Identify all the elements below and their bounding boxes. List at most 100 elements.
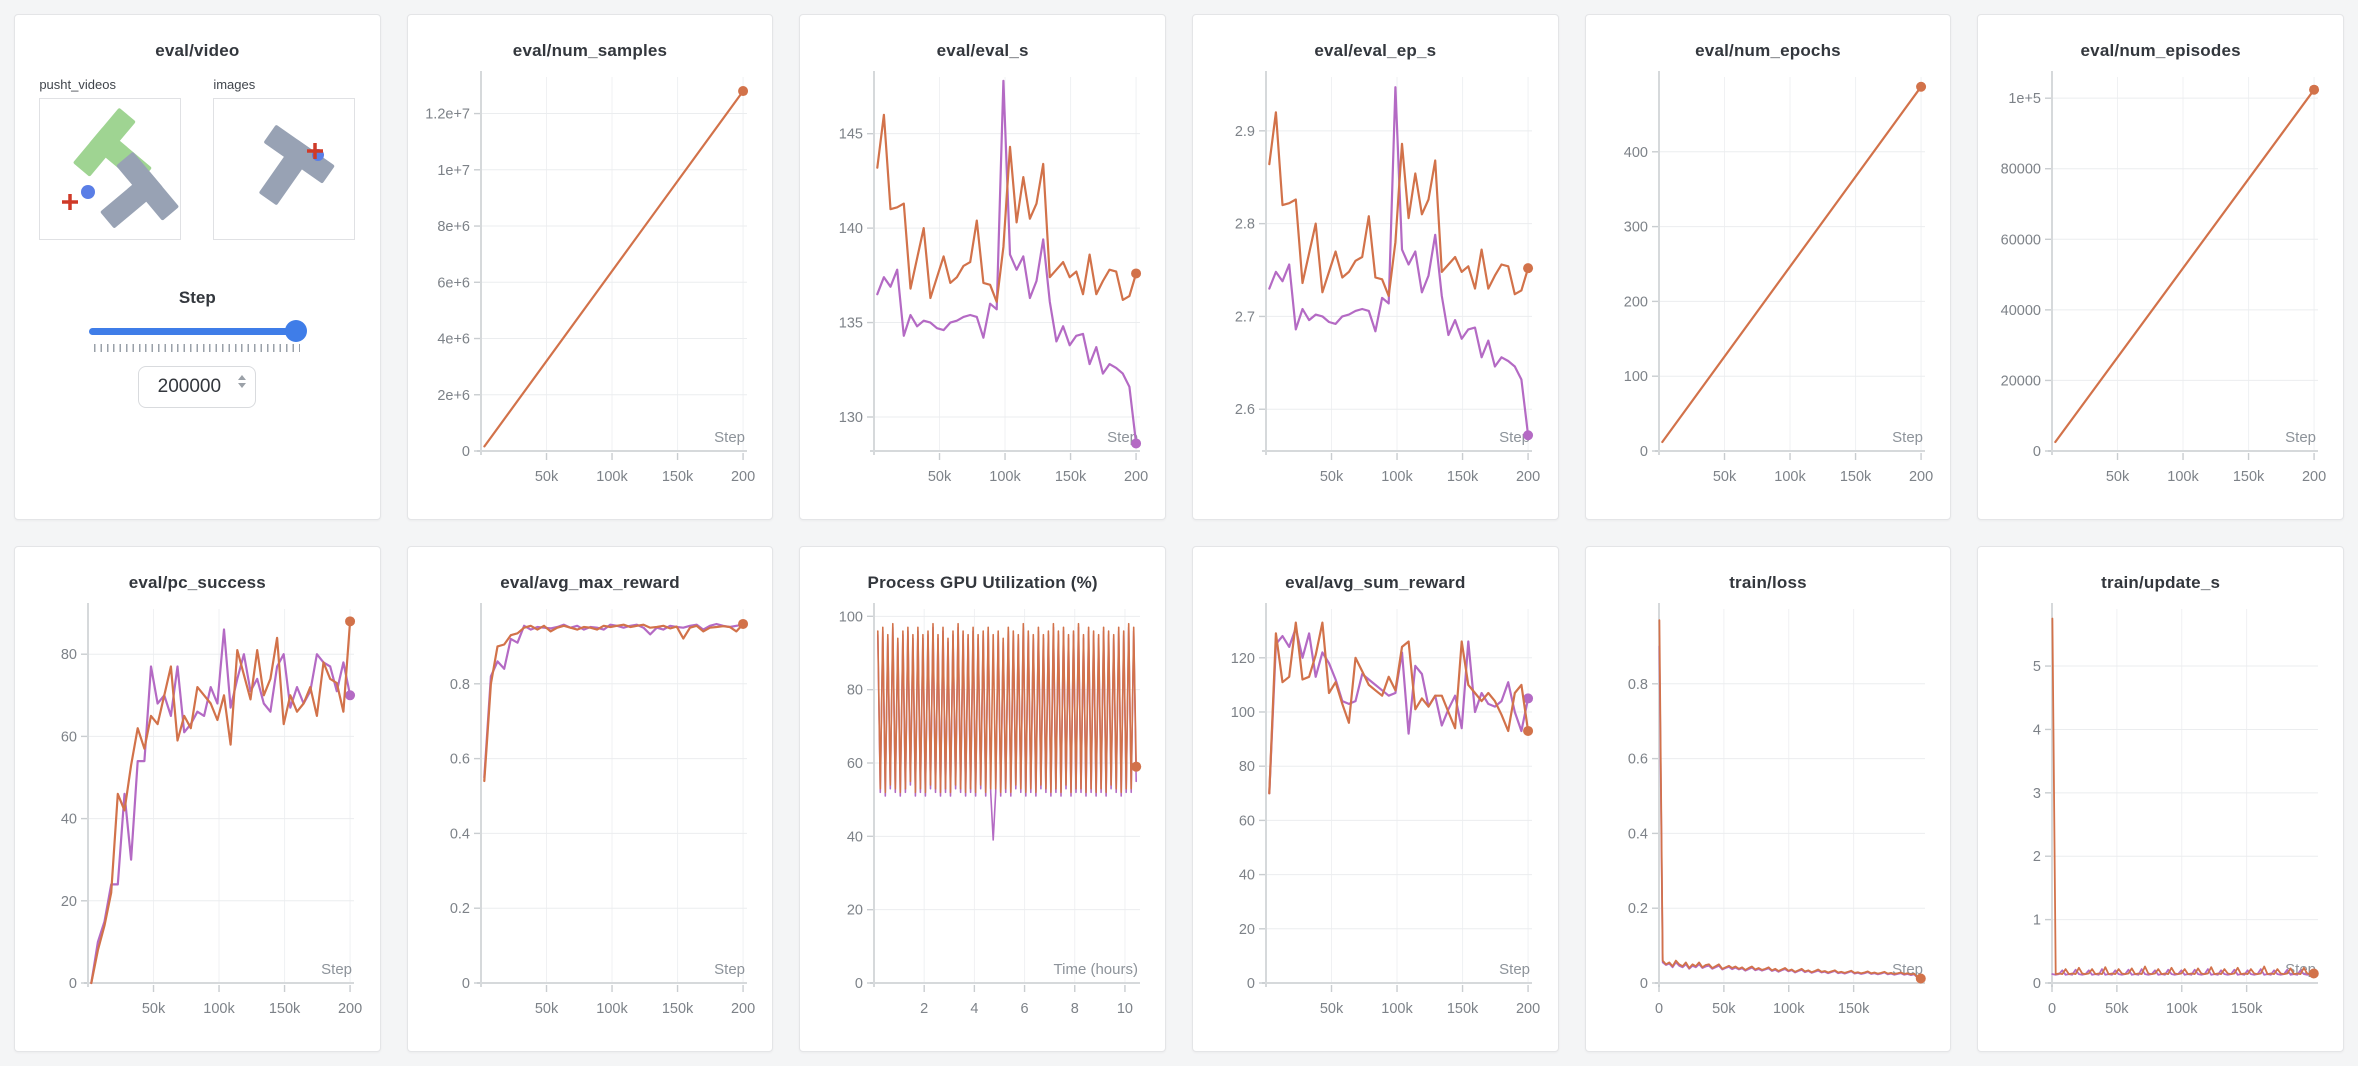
x-tick-label: 50k [1320,469,1344,485]
y-tick-label: 4 [2033,722,2041,738]
panel-title: eval/num_samples [512,41,668,60]
x-axis-title: Step [714,961,745,978]
series-end-dot [1916,81,1927,92]
series-purple [1268,626,1530,795]
chart-eval-num-episodes[interactable]: 0 20000 40000 60000 80000 1e+5 50k 100k 150k 200 S… [1990,65,2332,501]
series-orange [90,620,352,985]
y-tick-label: 1 [2033,913,2041,929]
series-end-dot [345,616,356,627]
chart-eval-num-samples[interactable]: 0 2e+6 4e+6 6e+6 8e+6 1e+7 1.2e+7 50k 100k 150k 20… [419,65,761,501]
chart-eval-eval-ep-s[interactable]: 2.6 2.7 2.8 2.9 50k 100k 150k 200 Step [1204,65,1546,501]
series-end-dot [1130,268,1141,279]
series-end-dot [1130,438,1141,449]
series-end-dot [738,618,749,629]
series-orange [876,622,1137,794]
x-tick-label: 150k [269,1001,301,1017]
panel-title: Process GPU Utilization (%) [867,573,1098,592]
x-tick-label: 150k [662,469,694,485]
y-tick-label: 6e+6 [437,275,470,291]
chart-eval-avg-sum-reward[interactable]: 0 20 40 60 80 100 120 50k 100k 150k 200 Step [1204,597,1546,1033]
y-tick-label: 60000 [2000,232,2040,248]
x-tick-label: 50k [1712,1001,1736,1017]
series-end-dot [1523,430,1534,441]
chart-eval-num-epochs[interactable]: 0 100 200 300 400 50k 100k 150k 200 Step [1597,65,1939,501]
x-tick-label: 50k [535,1001,559,1017]
x-axis-title: Step [2285,429,2316,446]
x-tick-label: 150k [1054,469,1086,485]
y-tick-label: 145 [838,127,862,143]
x-tick-label: 150k [2231,1001,2263,1017]
y-tick-label: 100 [838,609,862,625]
y-tick-label: 0.2 [450,901,470,917]
y-tick-label: 100 [1624,369,1648,385]
step-decrement-button[interactable] [238,383,247,388]
y-tick-label: 0 [1640,444,1648,460]
y-tick-label: 80 [1239,759,1255,775]
panel-eval-avg-max-reward: eval/avg_max_reward 0 0.2 0.4 0.6 0.8 50k 100k 1… [406,546,774,1052]
step-value-input[interactable] [138,366,257,408]
panel-title: eval/num_epochs [1695,41,1841,60]
x-tick-label: 150k [2232,469,2264,485]
media-item-images: images [213,77,356,240]
x-tick-label: 0 [1655,1001,1663,1017]
y-tick-label: 200 [1624,294,1648,310]
y-tick-label: 3 [2033,786,2041,802]
x-tick-label: 10 [1117,1001,1133,1017]
y-tick-label: 60 [1239,813,1255,829]
y-tick-label: 1.2e+7 [425,107,470,123]
panel-title: train/loss [1729,573,1807,592]
x-tick-label: 50k [1713,469,1737,485]
series-end-dot [1523,693,1534,704]
x-tick-label: 200 [1516,1001,1540,1017]
y-tick-label: 400 [1624,145,1648,161]
chart-eval-avg-max-reward[interactable]: 0 0.2 0.4 0.6 0.8 50k 100k 150k 200 Step [419,597,761,1033]
x-tick-label: 200 [338,1001,362,1017]
panel-train-loss: train/loss 0 0.2 0.4 0.6 0.8 0 50k 100k 150k Step [1584,546,1952,1052]
chart-eval-eval-s[interactable]: 130 135 140 145 50k 100k 150k 200 Step [812,65,1154,501]
x-axis-title: Time (hours) [1053,961,1137,978]
pusht-video-thumbnail[interactable] [39,98,182,240]
x-tick-label: 200 [2302,469,2326,485]
step-increment-button[interactable] [238,375,247,380]
y-tick-label: 0.6 [450,752,470,768]
series-end-dot [345,690,356,701]
x-tick-label: 6 [1020,1001,1028,1017]
y-tick-label: 4e+6 [437,332,470,348]
series-end-dot [1523,725,1534,736]
x-tick-label: 4 [970,1001,978,1017]
series-purple [875,79,1137,445]
media-item-pusht-videos: pusht_videos [39,77,182,240]
images-thumbnail[interactable] [213,98,356,240]
y-tick-label: 2.7 [1235,309,1255,325]
x-tick-label: 150k [1838,1001,1870,1017]
x-axis-title: Step [321,961,352,978]
y-tick-label: 100 [1231,705,1255,721]
series-purple [483,622,745,779]
y-tick-label: 1e+5 [2008,91,2041,107]
x-tick-label: 150k [662,1001,694,1017]
series-orange [1268,111,1530,298]
y-tick-label: 20 [61,894,77,910]
x-tick-label: 50k [2105,1001,2129,1017]
step-slider[interactable] [89,320,308,342]
y-tick-label: 0 [1640,976,1648,992]
y-tick-label: 5 [2033,659,2041,675]
y-tick-label: 60 [847,756,863,772]
chart-process-gpu-utilization[interactable]: 0 20 40 60 80 100 2 4 6 8 10 Time (hours) [812,597,1154,1033]
step-slider-track[interactable] [89,328,306,335]
step-slider-thumb[interactable] [285,320,308,342]
x-tick-label: 150k [1447,1001,1479,1017]
y-tick-label: 0.8 [450,677,470,693]
x-tick-label: 200 [1909,469,1933,485]
x-tick-label: 0 [2048,1001,2056,1017]
chart-eval-pc-success[interactable]: 0 20 40 60 80 50k 100k 150k 200 Step [26,597,368,1033]
y-tick-label: 0.4 [1628,826,1648,842]
y-tick-label: 80000 [2000,162,2040,178]
x-tick-label: 50k [535,469,559,485]
x-tick-label: 100k [1773,1001,1805,1017]
y-tick-label: 80 [847,683,863,699]
x-tick-label: 100k [1382,1001,1414,1017]
